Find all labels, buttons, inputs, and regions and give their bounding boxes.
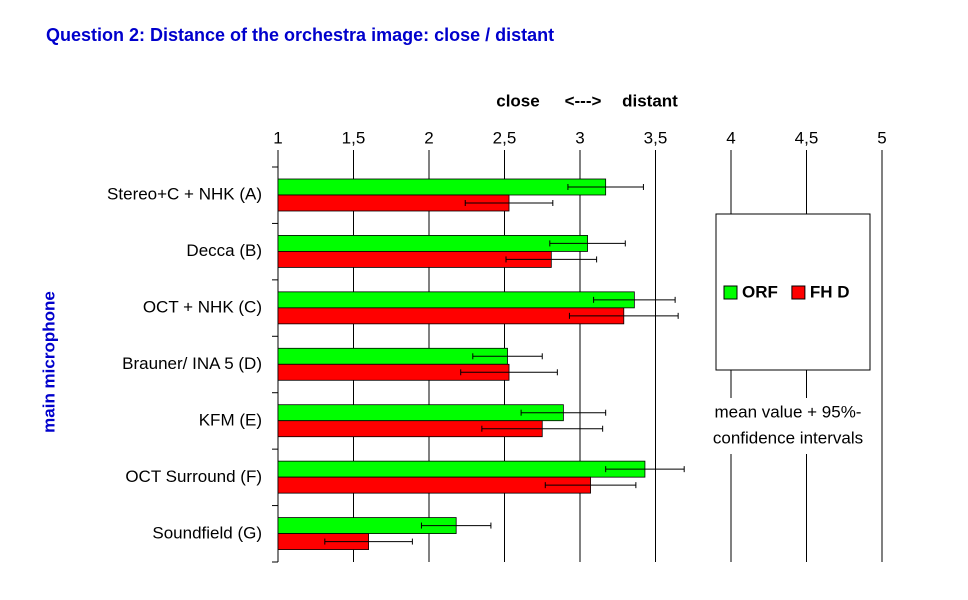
- error-bar: [324, 538, 413, 545]
- y-tick-label: OCT + NHK (C): [143, 298, 262, 317]
- y-tick-label: Decca (B): [186, 241, 262, 260]
- x-label-part: distant: [622, 91, 678, 110]
- x-tick-label: 1,5: [342, 128, 366, 147]
- error-bar: [549, 240, 626, 247]
- y-tick-label: OCT Surround (F): [125, 467, 262, 486]
- y-tick-label: Soundfield (G): [152, 523, 262, 542]
- bar: [277, 178, 607, 196]
- y-tick-label: KFM (E): [199, 410, 262, 429]
- error-bar: [481, 425, 604, 432]
- error-bar: [505, 256, 598, 263]
- x-label-part: close: [496, 91, 539, 110]
- error-bar: [568, 312, 679, 319]
- bar: [277, 460, 646, 478]
- legend: ORF FH D: [723, 282, 850, 301]
- bar: [277, 476, 591, 494]
- chart-title: Question 2: Distance of the orchestra im…: [46, 25, 554, 45]
- error-bar: [460, 369, 558, 376]
- x-tick-label: 2,5: [493, 128, 517, 147]
- x-tick-label: 3,5: [644, 128, 668, 147]
- annotation: confidence intervals: [713, 428, 863, 447]
- error-bar: [472, 353, 543, 360]
- legend-swatch: [791, 285, 806, 300]
- error-bar: [420, 522, 492, 529]
- error-bar: [593, 296, 676, 303]
- x-tick-label: 4: [726, 128, 735, 147]
- annotation-bg: [700, 398, 880, 454]
- x-tick-label: 2: [424, 128, 433, 147]
- error-bar: [544, 482, 637, 489]
- legend-label: FH D: [810, 282, 850, 301]
- x-tick-label: 3: [575, 128, 584, 147]
- x-tick-label: 4,5: [795, 128, 819, 147]
- y-tick-label: Brauner/ INA 5 (D): [122, 354, 262, 373]
- error-bar: [520, 409, 607, 416]
- x-label-part: <--->: [565, 91, 602, 110]
- y-tick-label: Stereo+C + NHK (A): [107, 185, 262, 204]
- legend-label: ORF: [742, 282, 778, 301]
- x-tick-label: 5: [877, 128, 886, 147]
- bar: [277, 291, 635, 309]
- bar: [277, 235, 588, 252]
- error-bar: [567, 184, 644, 190]
- bars: [277, 178, 685, 550]
- error-bar: [464, 200, 554, 206]
- legend-swatch: [723, 285, 738, 300]
- bar: [277, 404, 564, 422]
- annotation: mean value + 95%-: [715, 402, 862, 421]
- y-axis-label: main microphone: [39, 291, 58, 433]
- x-tick-label: 1: [273, 128, 282, 147]
- error-bar: [605, 466, 685, 473]
